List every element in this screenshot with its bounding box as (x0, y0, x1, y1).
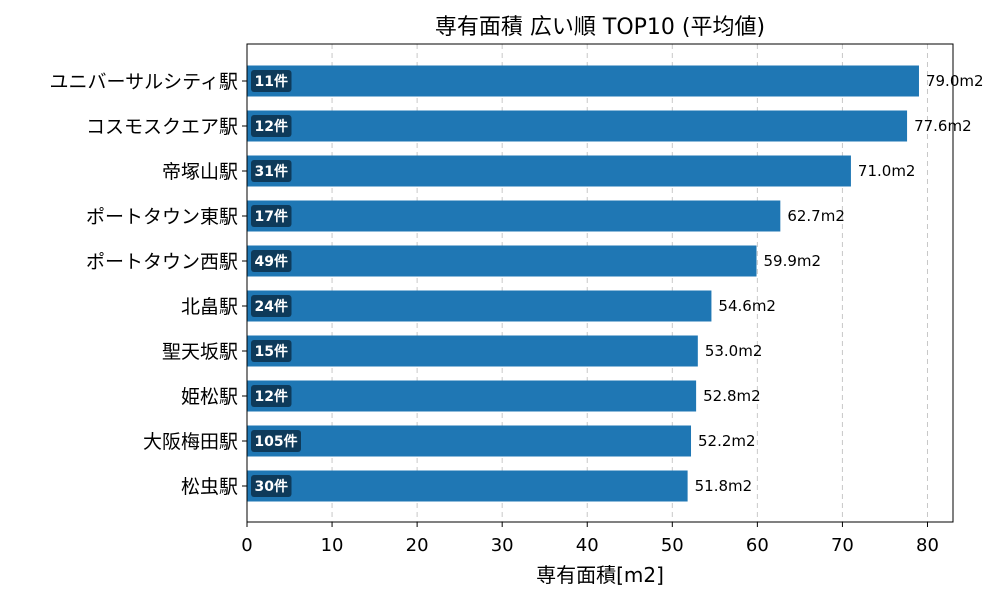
y-tick-labels: ユニバーサルシティ駅コスモスクエア駅帝塚山駅ポートタウン東駅ポートタウン西駅北畠… (50, 71, 247, 498)
y-tick-label: ポートタウン西駅 (86, 251, 238, 273)
count-badge (251, 295, 292, 317)
value-label: 54.6m2 (718, 297, 776, 315)
count-label: 11件 (255, 73, 288, 90)
x-tick-label: 10 (321, 535, 344, 556)
count-badge (251, 250, 292, 272)
bar (247, 470, 688, 502)
count-label: 30件 (255, 478, 288, 495)
count-badge (251, 385, 292, 407)
x-axis-label: 専有面積[m2] (536, 563, 664, 587)
value-label: 52.8m2 (703, 387, 761, 405)
count-badge (251, 160, 292, 182)
count-label: 15件 (255, 343, 288, 360)
x-tick-label: 0 (241, 535, 252, 556)
bar (247, 245, 757, 277)
count-label: 24件 (255, 298, 288, 315)
value-label: 71.0m2 (858, 162, 916, 180)
count-label: 105件 (254, 433, 297, 450)
bar (247, 65, 919, 97)
count-label: 49件 (255, 253, 288, 270)
bar (247, 335, 698, 367)
x-tick-label: 70 (831, 535, 854, 556)
value-label: 62.7m2 (787, 207, 845, 225)
x-tick-label: 40 (576, 535, 599, 556)
value-label: 59.9m2 (764, 252, 822, 270)
count-badge (251, 475, 292, 497)
y-tick-label: 聖天坂駅 (162, 341, 238, 363)
chart-title: 専有面積 広い順 TOP10 (平均値) (435, 15, 765, 40)
bars: 11件 79.0m2 12件 77.6m2 31件 71.0m2 17件 62.7m2 49件 5… (247, 65, 984, 502)
bar (247, 380, 697, 412)
x-tick-label: 30 (491, 535, 514, 556)
y-tick-label: ユニバーサルシティ駅 (50, 71, 238, 93)
value-label: 79.0m2 (926, 72, 984, 90)
y-tick-label: 松虫駅 (181, 476, 238, 498)
value-label: 77.6m2 (914, 117, 972, 135)
bar (247, 290, 712, 322)
y-tick-label: コスモスクエア駅 (86, 116, 238, 138)
count-badge (251, 115, 292, 137)
x-tick-label: 60 (746, 535, 769, 556)
count-badge (251, 70, 292, 92)
bar (247, 110, 908, 142)
y-tick-label: 大阪梅田駅 (143, 431, 238, 453)
bar (247, 155, 851, 187)
y-tick-label: ポートタウン東駅 (86, 206, 238, 228)
value-label: 52.2m2 (698, 432, 756, 450)
y-tick-label: 帝塚山駅 (162, 161, 238, 183)
x-tick-label: 50 (661, 535, 684, 556)
count-label: 31件 (255, 163, 288, 180)
y-tick-label: 北畠駅 (181, 296, 238, 318)
x-tick-labels: 0 10 20 30 40 50 60 70 80 (241, 522, 939, 556)
bar (247, 425, 692, 457)
count-label: 12件 (255, 388, 288, 405)
count-badge (251, 205, 292, 227)
value-label: 51.8m2 (695, 477, 753, 495)
plot-frame (246, 43, 954, 523)
x-tick-label: 80 (916, 535, 939, 556)
count-badge (251, 430, 301, 452)
y-tick-label: 姫松駅 (181, 386, 238, 408)
count-label: 12件 (255, 118, 288, 135)
count-badge (251, 340, 292, 362)
x-tick-label: 20 (406, 535, 429, 556)
bar (247, 200, 781, 232)
value-label: 53.0m2 (705, 342, 763, 360)
count-label: 17件 (255, 208, 288, 225)
